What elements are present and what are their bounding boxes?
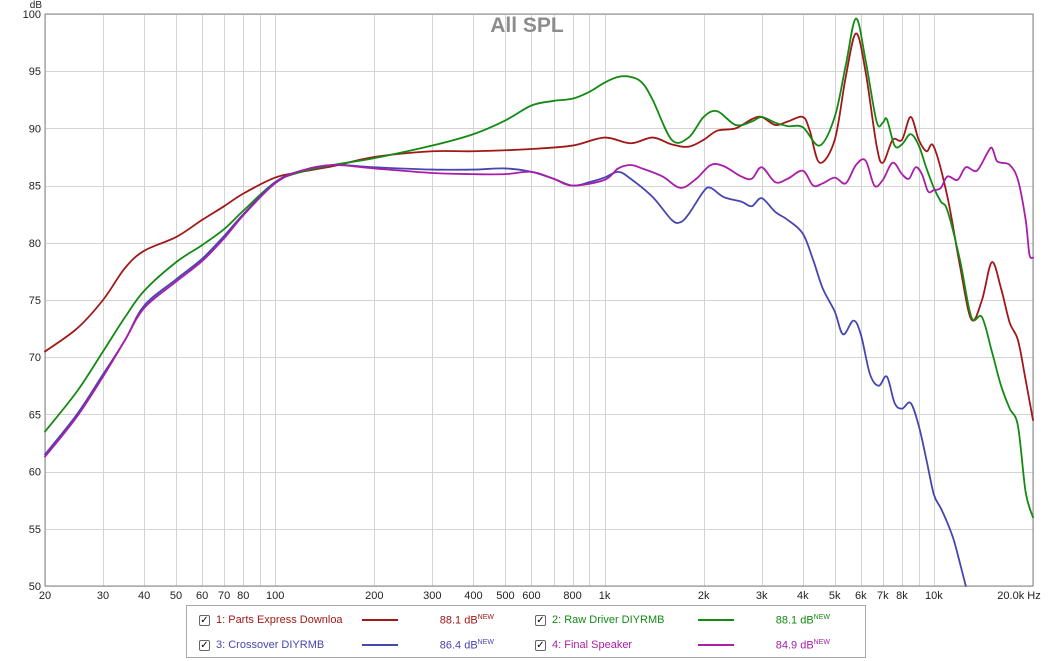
x-tick-label: 50 [170, 590, 182, 602]
y-tick-label: 50 [29, 581, 41, 593]
x-tick-label: 500 [496, 590, 514, 602]
y-tick-label: 90 [29, 123, 41, 135]
y-axis-unit-label: dB [30, 0, 43, 11]
y-tick-label: 60 [29, 467, 41, 479]
legend-item-series-2: ✓ 2: Raw Driver DIYRMB 88.1 dBNEW [535, 610, 830, 630]
x-tick-label: 3k [756, 590, 768, 602]
y-tick-label: 100 [23, 9, 41, 21]
plot-frame [44, 13, 1034, 587]
series-3-new-tag: NEW [477, 638, 494, 646]
series-3-swatch [362, 644, 398, 646]
series-4-new-tag: NEW [813, 638, 830, 646]
x-tick-labels: 20 30 40 50 60 70 80 100 200 300 400 500 600 800 1k 2k 3… [39, 590, 1041, 602]
x-tick-label: 600 [522, 590, 540, 602]
series-4-name: 4: Final Speaker [552, 639, 633, 651]
x-tick-label: 40 [138, 590, 150, 602]
x-tick-label: 4k [797, 590, 809, 602]
grid-lines [45, 14, 1034, 587]
y-tick-label: 85 [29, 181, 41, 193]
series-line-4 [44, 146, 1034, 458]
y-tick-label: 65 [29, 409, 41, 421]
x-tick-label: 400 [464, 590, 482, 602]
y-tick-label: 70 [29, 352, 41, 364]
chart-title: All SPL [490, 14, 564, 37]
series-4-swatch [698, 644, 734, 646]
series-1-swatch [362, 619, 398, 621]
series-3-checkbox[interactable]: ✓ [199, 639, 210, 651]
x-tick-label: 80 [237, 590, 249, 602]
x-tick-label: 7k [877, 590, 889, 602]
x-tick-label: 30 [97, 590, 109, 602]
series-3-level: 86.4 dBNEW [439, 638, 494, 652]
series-1-checkbox[interactable]: ✓ [199, 614, 210, 626]
x-tick-label: 6k [855, 590, 867, 602]
series-line-2 [44, 17, 1034, 519]
legend-item-series-1: ✓ 1: Parts Express Downloa 88.1 dBNEW [199, 610, 494, 630]
series-2-new-tag: NEW [813, 613, 830, 621]
x-tick-label: 70 [218, 590, 230, 602]
series-1-level: 88.1 dBNEW [439, 613, 494, 627]
x-tick-label: 8k [896, 590, 908, 602]
x-tick-label: 100 [266, 590, 284, 602]
x-tick-label: 1k [599, 590, 611, 602]
x-tick-label: 300 [423, 590, 441, 602]
y-tick-label: 80 [29, 238, 41, 250]
x-tick-label: 200 [365, 590, 383, 602]
legend-item-series-3: ✓ 3: Crossover DIYRMB 86.4 dBNEW [199, 635, 494, 655]
series-4-checkbox[interactable]: ✓ [535, 639, 546, 651]
series-lines [44, 17, 1034, 587]
series-4-level: 84.9 dBNEW [775, 638, 830, 652]
series-2-name: 2: Raw Driver DIYRMB [552, 614, 665, 626]
legend-item-series-4: ✓ 4: Final Speaker 84.9 dBNEW [535, 635, 830, 655]
series-2-swatch [698, 619, 734, 621]
legend: ✓ 1: Parts Express Downloa 88.1 dBNEW ✓ … [186, 605, 866, 658]
x-tick-label: 60 [196, 590, 208, 602]
x-tick-label: 20.0k Hz [997, 590, 1040, 602]
series-1-name: 1: Parts Express Downloa [216, 614, 343, 626]
x-tick-label: 10k [925, 590, 943, 602]
x-tick-label: 20 [39, 590, 51, 602]
x-tick-label: 2k [698, 590, 710, 602]
series-3-name: 3: Crossover DIYRMB [216, 639, 325, 651]
y-tick-label: 55 [29, 524, 41, 536]
y-tick-label: 95 [29, 66, 41, 78]
series-2-checkbox[interactable]: ✓ [535, 614, 546, 626]
series-line-1 [44, 32, 1034, 422]
x-tick-label: 5k [829, 590, 841, 602]
series-2-level: 88.1 dBNEW [775, 613, 830, 627]
x-tick-label: 800 [563, 590, 581, 602]
y-tick-labels: 50 55 60 65 70 75 80 85 90 95 100 [23, 9, 41, 593]
y-tick-label: 75 [29, 295, 41, 307]
series-1-new-tag: NEW [477, 613, 494, 621]
